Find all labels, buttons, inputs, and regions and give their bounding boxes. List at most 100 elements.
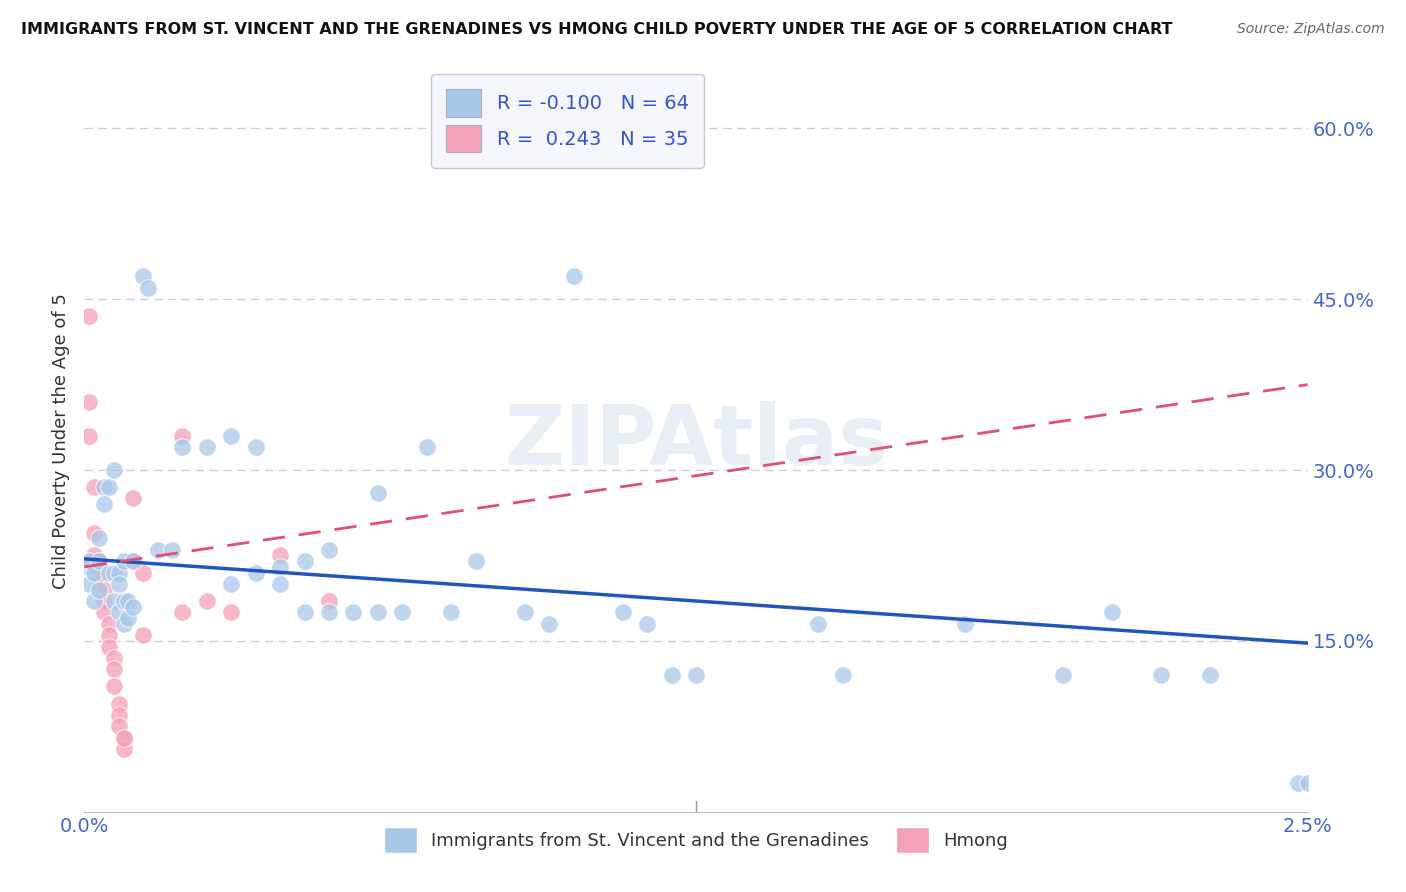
Point bbox=[107, 577, 129, 591]
Point bbox=[97, 628, 120, 642]
Point bbox=[103, 680, 125, 694]
Point bbox=[172, 440, 194, 454]
Point bbox=[1150, 668, 1173, 682]
Point bbox=[87, 577, 110, 591]
Point bbox=[391, 606, 413, 620]
Point bbox=[87, 582, 110, 597]
Point bbox=[172, 606, 194, 620]
Point bbox=[1286, 776, 1309, 790]
Point bbox=[107, 697, 129, 711]
Point bbox=[97, 566, 120, 580]
Point bbox=[172, 429, 194, 443]
Point bbox=[83, 480, 105, 494]
Point bbox=[132, 628, 155, 642]
Point bbox=[83, 549, 105, 563]
Point bbox=[122, 554, 145, 568]
Point bbox=[103, 463, 125, 477]
Point bbox=[146, 542, 169, 557]
Point bbox=[107, 606, 129, 620]
Point bbox=[661, 668, 683, 682]
Point bbox=[1101, 606, 1123, 620]
Point bbox=[83, 594, 105, 608]
Point bbox=[77, 310, 100, 324]
Point bbox=[219, 429, 242, 443]
Point bbox=[83, 566, 105, 580]
Point bbox=[122, 554, 145, 568]
Point bbox=[107, 707, 129, 722]
Point bbox=[513, 606, 536, 620]
Point bbox=[97, 616, 120, 631]
Point bbox=[195, 594, 218, 608]
Point bbox=[103, 651, 125, 665]
Point bbox=[112, 554, 135, 568]
Point bbox=[294, 606, 316, 620]
Point bbox=[122, 491, 145, 506]
Point bbox=[318, 606, 340, 620]
Point bbox=[107, 566, 129, 580]
Point bbox=[93, 497, 115, 511]
Point bbox=[87, 559, 110, 574]
Legend: Immigrants from St. Vincent and the Grenadines, Hmong: Immigrants from St. Vincent and the Gren… bbox=[375, 818, 1017, 862]
Point bbox=[132, 269, 155, 284]
Point bbox=[162, 542, 184, 557]
Point bbox=[77, 554, 100, 568]
Point bbox=[269, 549, 291, 563]
Point bbox=[612, 606, 634, 620]
Y-axis label: Child Poverty Under the Age of 5: Child Poverty Under the Age of 5 bbox=[52, 293, 70, 590]
Point bbox=[117, 594, 139, 608]
Point bbox=[93, 594, 115, 608]
Point bbox=[318, 594, 340, 608]
Point bbox=[1198, 668, 1220, 682]
Text: IMMIGRANTS FROM ST. VINCENT AND THE GRENADINES VS HMONG CHILD POVERTY UNDER THE : IMMIGRANTS FROM ST. VINCENT AND THE GREN… bbox=[21, 22, 1173, 37]
Point bbox=[107, 719, 129, 733]
Point bbox=[112, 616, 135, 631]
Point bbox=[83, 525, 105, 540]
Point bbox=[97, 640, 120, 654]
Point bbox=[93, 480, 115, 494]
Point bbox=[367, 606, 389, 620]
Point bbox=[831, 668, 853, 682]
Point bbox=[953, 616, 976, 631]
Point bbox=[103, 566, 125, 580]
Point bbox=[112, 742, 135, 756]
Point bbox=[440, 606, 463, 620]
Point bbox=[245, 566, 267, 580]
Point bbox=[112, 731, 135, 745]
Point bbox=[807, 616, 830, 631]
Text: Source: ZipAtlas.com: Source: ZipAtlas.com bbox=[1237, 22, 1385, 37]
Point bbox=[269, 577, 291, 591]
Point bbox=[1296, 776, 1319, 790]
Point bbox=[269, 559, 291, 574]
Point bbox=[87, 554, 110, 568]
Point bbox=[103, 662, 125, 676]
Text: ZIPAtlas: ZIPAtlas bbox=[503, 401, 889, 482]
Point bbox=[538, 616, 561, 631]
Point bbox=[112, 594, 135, 608]
Point bbox=[136, 281, 159, 295]
Point bbox=[77, 429, 100, 443]
Point bbox=[77, 394, 100, 409]
Point bbox=[112, 731, 135, 745]
Point bbox=[318, 542, 340, 557]
Point bbox=[342, 606, 364, 620]
Point bbox=[245, 440, 267, 454]
Point bbox=[77, 577, 100, 591]
Point bbox=[367, 485, 389, 500]
Point bbox=[132, 566, 155, 580]
Point bbox=[103, 594, 125, 608]
Point bbox=[195, 440, 218, 454]
Point bbox=[562, 269, 585, 284]
Point bbox=[1052, 668, 1074, 682]
Point bbox=[77, 559, 100, 574]
Point bbox=[685, 668, 707, 682]
Point bbox=[122, 599, 145, 614]
Point bbox=[294, 554, 316, 568]
Point bbox=[416, 440, 439, 454]
Point bbox=[464, 554, 486, 568]
Point bbox=[97, 480, 120, 494]
Point bbox=[93, 606, 115, 620]
Point bbox=[117, 611, 139, 625]
Point bbox=[636, 616, 658, 631]
Point bbox=[87, 566, 110, 580]
Point bbox=[219, 577, 242, 591]
